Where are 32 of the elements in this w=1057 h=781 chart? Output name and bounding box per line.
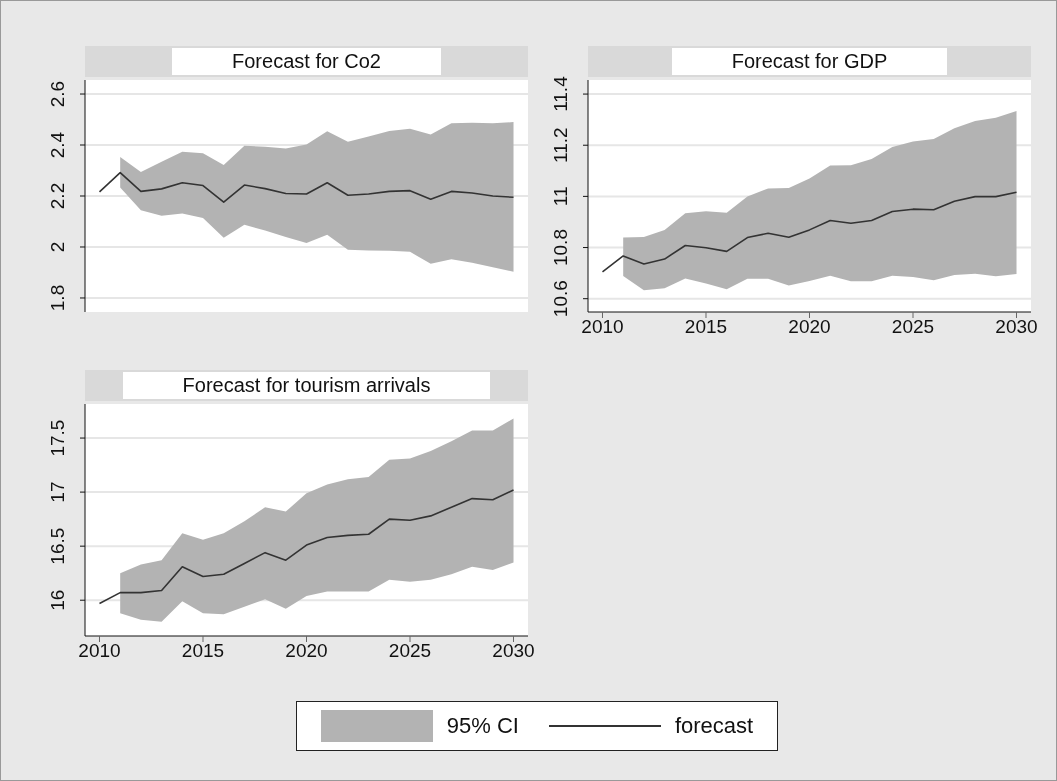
chart-title: Forecast for Co2 — [172, 48, 441, 75]
line-series — [601, 191, 1018, 273]
y-tick-label: 16 — [47, 589, 68, 611]
x-tick-label: 2030 — [995, 316, 1038, 338]
y-tick-label: 10.6 — [550, 280, 571, 318]
chart-title: Forecast for GDP — [671, 48, 948, 75]
x-tick-label: 2030 — [492, 640, 535, 662]
y-tick-label: 17.5 — [47, 419, 68, 457]
x-tick-label: 2020 — [788, 316, 831, 338]
x-tick-label: 2015 — [181, 640, 225, 662]
y-tick-label: 2.4 — [47, 131, 68, 159]
y-tick-label: 2.6 — [47, 80, 68, 108]
text: forecast — [674, 713, 754, 739]
y-tick-label: 1.8 — [47, 284, 68, 312]
x-tick-label: 2020 — [285, 640, 328, 662]
line-series — [98, 489, 515, 605]
text: 95% CI — [446, 713, 519, 739]
line-series — [98, 171, 515, 203]
y-tick-label: 11 — [550, 186, 571, 207]
y-tick-label: 10.8 — [550, 229, 571, 267]
x-tick-label: 2025 — [891, 316, 935, 338]
x-tick-label: 2015 — [684, 316, 728, 338]
x-tick-label: 2010 — [78, 640, 121, 662]
x-tick-label: 2025 — [388, 640, 432, 662]
y-tick-label: 16.5 — [47, 527, 68, 565]
y-tick-label: 2.2 — [47, 182, 68, 210]
x-tick-label: 2010 — [581, 316, 624, 338]
y-tick-label: 17 — [47, 481, 68, 503]
y-tick-label: 11.2 — [550, 127, 571, 164]
chart-title: Forecast for tourism arrivals — [122, 372, 491, 399]
y-tick-label: 2 — [47, 241, 68, 253]
y-tick-label: 11.4 — [550, 75, 571, 112]
